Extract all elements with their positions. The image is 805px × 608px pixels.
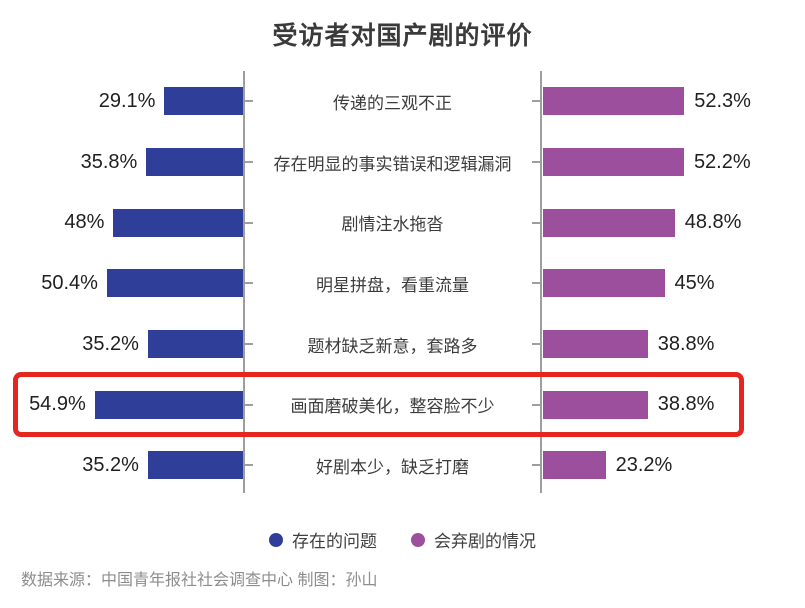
chart-row: 35.2% 好剧本少，缺乏打磨 23.2% <box>0 435 805 496</box>
left-bar <box>164 87 243 116</box>
source-caption: 数据来源：中国青年报社社会调查中心 制图：孙山 <box>21 572 378 589</box>
category-label: 画面磨破美化，整容脸不少 <box>290 397 495 417</box>
left-value-label: 50.4% <box>41 271 98 294</box>
legend-item-abandon: 会弃剧的情况 <box>411 527 536 552</box>
left-bar-zone: 48% <box>0 192 243 253</box>
right-value-label: 23.2% <box>615 453 673 476</box>
legend-label-abandon: 会弃剧的情况 <box>434 532 536 551</box>
left-bar-zone: 54.9% <box>0 374 243 435</box>
right-axis-tick <box>532 464 540 467</box>
right-value-label: 52.3% <box>694 89 751 112</box>
left-value-label: 35.2% <box>82 332 139 355</box>
category-label: 传递的三观不正 <box>333 93 452 113</box>
right-bar-zone: 52.3% <box>543 71 805 132</box>
right-axis-line <box>540 71 542 493</box>
left-axis-tick <box>245 221 253 224</box>
category-label: 明星拼盘，看重流量 <box>316 275 469 295</box>
right-bar-zone: 48.8% <box>543 192 805 253</box>
legend-blue-dot-icon <box>269 532 283 547</box>
left-axis-tick <box>245 282 253 285</box>
left-bar-zone: 35.2% <box>0 314 243 375</box>
chart-row: 48% 剧情注水拖沓 48.8% <box>0 192 805 253</box>
category-label: 存在明显的事实错误和逻辑漏洞 <box>273 154 512 174</box>
left-value-label: 35.2% <box>82 453 139 476</box>
category-zone: 画面磨破美化，整容脸不少 <box>252 374 533 435</box>
right-bar-zone: 38.8% <box>543 374 805 435</box>
right-value-label: 52.2% <box>693 150 751 173</box>
category-zone: 传递的三观不正 <box>252 71 533 132</box>
chart-row: 29.1% 传递的三观不正 52.3% <box>0 71 805 132</box>
left-bar-zone: 50.4% <box>0 253 243 314</box>
left-axis-tick <box>245 100 253 103</box>
right-axis-tick <box>532 221 540 224</box>
left-axis-tick <box>245 161 253 164</box>
right-bar <box>543 451 606 480</box>
right-bar-zone: 45% <box>543 253 805 314</box>
left-value-label: 54.9% <box>29 393 86 416</box>
right-bar-zone: 23.2% <box>543 435 805 496</box>
left-bar-zone: 35.2% <box>0 435 243 496</box>
legend-label-problems: 存在的问题 <box>292 532 377 551</box>
chart-row: 35.8% 存在明显的事实错误和逻辑漏洞 52.2% <box>0 132 805 193</box>
left-value-label: 48% <box>64 211 105 234</box>
left-axis-tick <box>245 403 253 406</box>
category-zone: 题材缺乏新意，套路多 <box>252 314 533 375</box>
right-axis-tick <box>532 100 540 103</box>
right-bar <box>543 269 665 298</box>
left-bar <box>106 269 243 298</box>
legend-purple-dot-icon <box>411 532 425 547</box>
right-value-label: 48.8% <box>684 211 742 234</box>
right-axis-tick <box>532 282 540 285</box>
legend: 存在的问题 会弃剧的情况 <box>0 527 805 552</box>
right-axis-tick <box>532 343 540 346</box>
right-value-label: 38.8% <box>657 332 715 355</box>
category-zone: 好剧本少，缺乏打磨 <box>252 435 533 496</box>
right-bar <box>543 330 648 359</box>
left-value-label: 29.1% <box>98 89 156 112</box>
left-axis-tick <box>245 343 253 346</box>
left-bar <box>147 451 243 480</box>
left-bar <box>94 390 243 419</box>
chart-row: 50.4% 明星拼盘，看重流量 45% <box>0 253 805 314</box>
right-value-label: 38.8% <box>657 393 715 416</box>
left-bar-zone: 35.8% <box>0 132 243 193</box>
legend-item-problems: 存在的问题 <box>269 527 377 552</box>
right-bar-zone: 52.2% <box>543 132 805 193</box>
right-bar <box>543 148 684 177</box>
right-bar-zone: 38.8% <box>543 314 805 375</box>
right-bar <box>543 208 675 237</box>
category-zone: 剧情注水拖沓 <box>252 192 533 253</box>
right-bar <box>543 87 685 116</box>
left-axis-tick <box>245 464 253 467</box>
category-zone: 明星拼盘，看重流量 <box>252 253 533 314</box>
right-value-label: 45% <box>674 271 715 294</box>
left-bar-zone: 29.1% <box>0 71 243 132</box>
left-axis-line <box>243 71 245 493</box>
category-label: 好剧本少，缺乏打磨 <box>316 457 469 477</box>
category-label: 题材缺乏新意，套路多 <box>307 336 478 356</box>
left-bar <box>113 208 243 237</box>
category-zone: 存在明显的事实错误和逻辑漏洞 <box>252 132 533 193</box>
category-label: 剧情注水拖沓 <box>341 215 444 235</box>
left-value-label: 35.8% <box>80 150 138 173</box>
chart-title: 受访者对国产剧的评价 <box>272 22 533 50</box>
right-bar <box>543 390 648 419</box>
chart-row: 35.2% 题材缺乏新意，套路多 38.8% <box>0 314 805 375</box>
left-bar <box>146 148 243 177</box>
right-axis-tick <box>532 161 540 164</box>
left-bar <box>147 330 243 359</box>
chart-rows: 29.1% 传递的三观不正 52.3% 35.8% 存在明显的事实错误和逻辑漏洞… <box>0 71 805 496</box>
chart-row: 54.9% 画面磨破美化，整容脸不少 38.8% <box>0 374 805 435</box>
right-axis-tick <box>532 403 540 406</box>
